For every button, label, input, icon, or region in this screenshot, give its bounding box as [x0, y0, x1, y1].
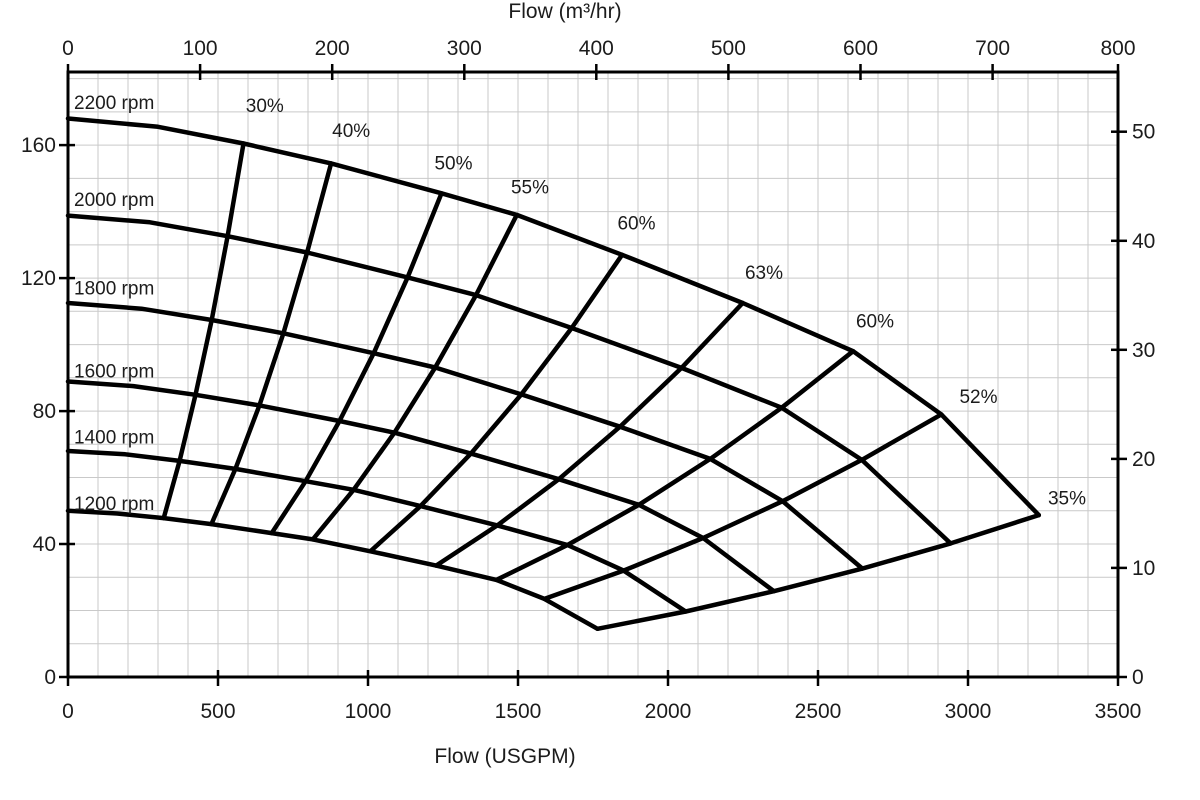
efficiency-label-7-52%: 52% — [959, 387, 997, 408]
efficiency-line-40% — [209, 161, 334, 527]
top-axis-tick-label: 200 — [315, 37, 350, 60]
rpm-label-1200: 1200 rpm — [74, 494, 154, 515]
top-axis-tick-label: 800 — [1100, 37, 1135, 60]
efficiency-line-50% — [269, 191, 444, 536]
right-axis-tick-label: 30 — [1132, 339, 1155, 362]
rpm-curve-1600 — [65, 379, 777, 594]
efficiency-label-1-40%: 40% — [332, 121, 370, 142]
bottom-axis-tick-label: 3000 — [945, 700, 992, 723]
efficiency-label-3-55%: 55% — [511, 177, 549, 198]
left-axis-tick-label: 160 — [21, 134, 56, 157]
right-axis-tick-label: 0 — [1132, 666, 1144, 689]
bottom-axis-tick-label: 1500 — [495, 700, 542, 723]
right-axis-tick-label: 50 — [1132, 121, 1155, 144]
top-axis-tick-label: 600 — [843, 37, 878, 60]
right-axis-tick-label: 40 — [1132, 230, 1155, 253]
efficiency-line-52% — [542, 412, 944, 602]
left-axis-tick-label: 0 — [44, 666, 56, 689]
efficiency-line-60% — [494, 348, 856, 583]
rpm-curve-2200 — [65, 116, 1042, 518]
efficiency-line-55% — [310, 212, 520, 542]
bottom-axis-tick-label: 1000 — [345, 700, 392, 723]
top-axis-tick-label: 700 — [975, 37, 1010, 60]
rpm-curve-2000 — [65, 213, 953, 546]
top-axis-tick-label: 500 — [711, 37, 746, 60]
left-axis-tick-label: 120 — [21, 267, 56, 290]
bottom-axis-title: Flow (USGPM) — [434, 745, 575, 768]
rpm-label-2000: 2000 rpm — [74, 190, 154, 211]
runout-label-35%: 35% — [1048, 489, 1086, 510]
efficiency-label-2-50%: 50% — [434, 153, 472, 174]
efficiency-label-5-63%: 63% — [745, 263, 783, 284]
top-axis-tick-label: 300 — [447, 37, 482, 60]
rpm-label-1400: 1400 rpm — [74, 428, 154, 449]
left-axis-tick-label: 80 — [33, 400, 56, 423]
top-axis-tick-label: 100 — [183, 37, 218, 60]
bottom-axis-tick-label: 500 — [200, 700, 235, 723]
bottom-axis-tick-label: 2500 — [795, 700, 842, 723]
top-axis-tick-label: 400 — [579, 37, 614, 60]
efficiency-label-4-60%: 60% — [617, 213, 655, 234]
plot-border — [66, 70, 1120, 679]
bottom-axis-tick-label: 0 — [62, 700, 74, 723]
efficiency-line-60% — [368, 252, 625, 554]
rpm-label-2200: 2200 rpm — [74, 93, 154, 114]
efficiency-line-30% — [161, 141, 246, 521]
runout-boundary-line — [595, 512, 1042, 632]
rpm-curve-1400 — [65, 448, 688, 614]
top-axis-title: Flow (m³/hr) — [508, 0, 621, 23]
efficiency-label-6-60%: 60% — [856, 312, 894, 333]
efficiency-line-63% — [433, 300, 745, 568]
rpm-curve-1200 — [65, 508, 600, 632]
bottom-axis-tick-label: 2000 — [645, 700, 692, 723]
top-axis-tick-label: 0 — [62, 37, 74, 60]
rpm-label-1600: 1600 rpm — [74, 362, 154, 383]
rpm-curve-1800 — [65, 300, 865, 571]
right-axis-tick-label: 10 — [1132, 557, 1155, 580]
left-axis-tick-label: 40 — [33, 533, 56, 556]
bottom-axis-tick-label: 3500 — [1095, 700, 1142, 723]
right-axis-tick-label: 20 — [1132, 448, 1155, 471]
rpm-label-1800: 1800 rpm — [74, 278, 154, 299]
efficiency-label-0-30%: 30% — [246, 96, 284, 117]
